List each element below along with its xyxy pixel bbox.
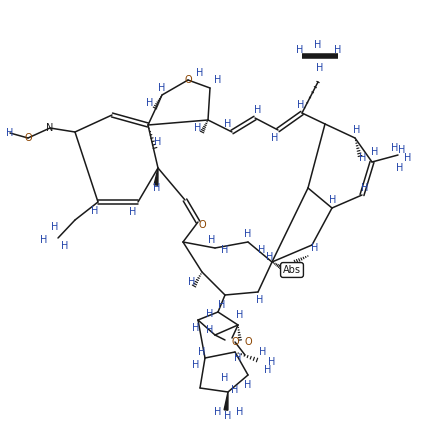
Text: H: H — [51, 222, 58, 232]
Text: H: H — [271, 133, 279, 143]
Text: H: H — [224, 411, 232, 421]
Text: H: H — [231, 385, 239, 395]
Text: H: H — [316, 63, 324, 73]
Text: H: H — [268, 357, 276, 367]
Text: H: H — [398, 145, 406, 155]
Text: H: H — [214, 75, 222, 85]
Text: H: H — [208, 235, 216, 245]
Text: H: H — [264, 365, 272, 375]
Text: H: H — [266, 252, 274, 262]
Text: H: H — [224, 119, 232, 129]
Text: H: H — [188, 277, 196, 287]
Text: H: H — [354, 125, 361, 135]
Text: H: H — [40, 235, 48, 245]
Polygon shape — [224, 392, 228, 410]
Text: H: H — [236, 407, 244, 417]
Text: H: H — [315, 40, 322, 50]
Text: H: H — [206, 325, 214, 335]
Polygon shape — [154, 168, 158, 185]
Text: H: H — [146, 98, 154, 108]
Text: Abs: Abs — [283, 265, 301, 275]
Text: H: H — [329, 195, 337, 205]
Text: H: H — [258, 245, 266, 255]
Text: O: O — [198, 220, 206, 230]
Text: H: H — [198, 347, 206, 357]
Text: H: H — [222, 245, 229, 255]
Text: H: H — [236, 310, 244, 320]
Text: H: H — [153, 183, 161, 193]
Text: H: H — [297, 100, 305, 110]
Text: H: H — [396, 163, 404, 173]
Text: O: O — [231, 337, 239, 347]
Text: H: H — [218, 300, 225, 310]
Text: H: H — [244, 229, 252, 239]
Text: H: H — [158, 83, 166, 93]
Text: O: O — [184, 75, 192, 85]
Text: O: O — [244, 337, 252, 347]
Text: H: H — [259, 347, 267, 357]
Text: H: H — [334, 45, 342, 55]
Text: H: H — [234, 353, 242, 363]
Text: H: H — [61, 241, 69, 251]
Text: H: H — [361, 183, 369, 193]
Text: H: H — [404, 153, 412, 163]
Text: H: H — [254, 105, 262, 115]
Text: H: H — [256, 295, 264, 305]
Text: H: H — [222, 373, 229, 383]
Text: H: H — [371, 147, 379, 157]
Text: H: H — [214, 407, 222, 417]
Text: H: H — [192, 323, 200, 333]
Text: H: H — [311, 243, 319, 253]
Text: H: H — [6, 128, 14, 138]
Text: H: H — [196, 68, 204, 78]
Text: H: H — [194, 123, 202, 133]
Text: H: H — [391, 143, 399, 153]
Text: H: H — [206, 309, 214, 319]
Text: H: H — [154, 137, 162, 147]
Text: H: H — [296, 45, 304, 55]
Text: O: O — [24, 133, 32, 143]
Text: H: H — [129, 207, 137, 217]
Text: H: H — [359, 153, 367, 163]
Text: N: N — [47, 123, 54, 133]
Text: H: H — [244, 380, 252, 390]
Text: H: H — [91, 206, 99, 216]
Text: H: H — [192, 360, 200, 370]
